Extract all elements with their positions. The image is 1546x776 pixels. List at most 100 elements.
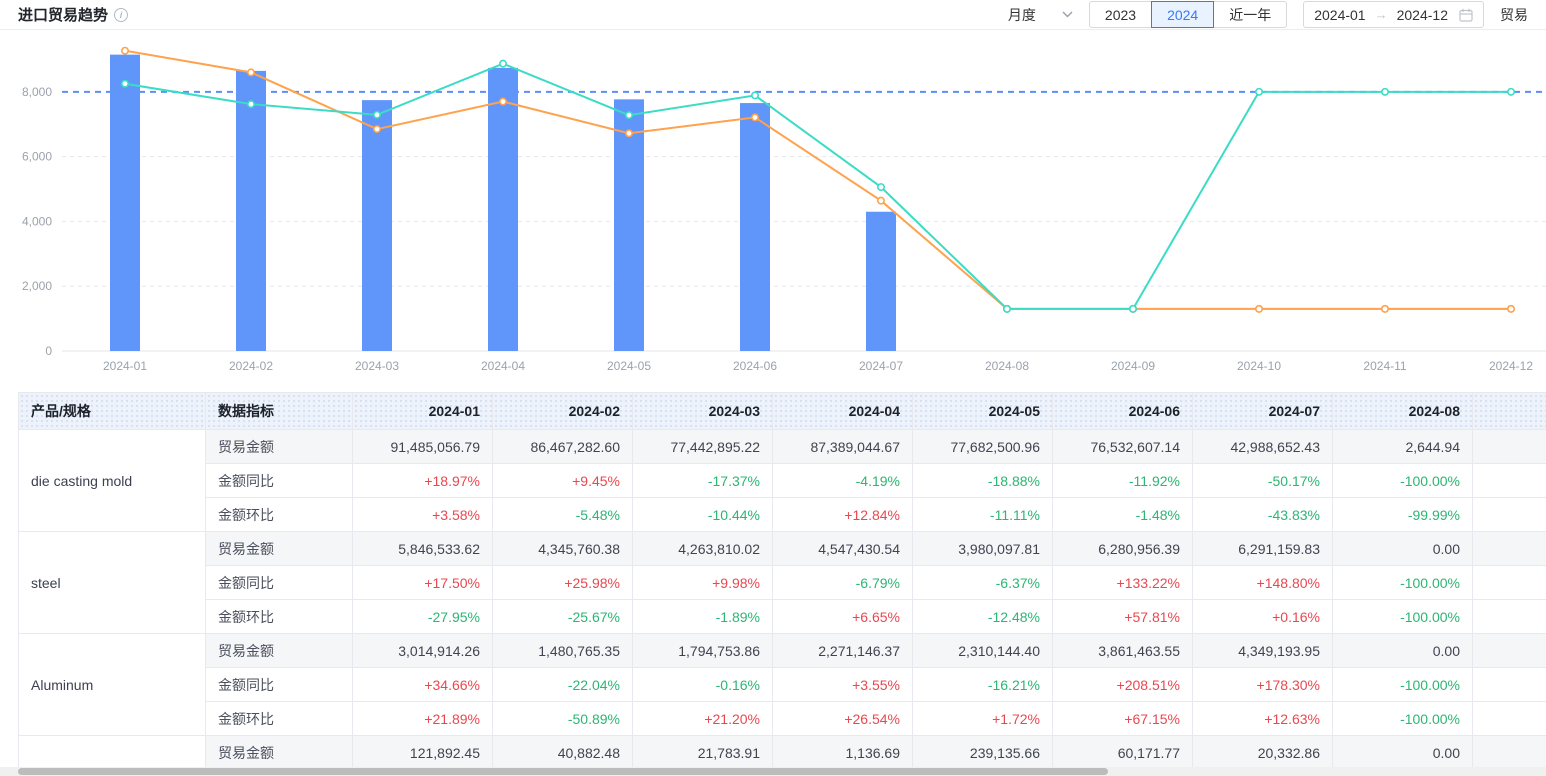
value-cell: -100.00% bbox=[1332, 667, 1473, 702]
value-cell: +6.65% bbox=[772, 599, 913, 634]
chevron-down-icon bbox=[1062, 11, 1073, 18]
column-header-2024-05: 2024-05 bbox=[912, 392, 1053, 430]
point-2024-02 bbox=[247, 100, 256, 109]
period-select[interactable]: 月度 bbox=[1008, 5, 1073, 25]
value-cell: 76,532,607.14 bbox=[1052, 429, 1193, 464]
y-axis-tick: 4,000 bbox=[22, 214, 52, 228]
indicator-cell: 贸易金额 bbox=[205, 633, 353, 668]
y-axis-tick: 8,000 bbox=[22, 85, 52, 99]
scrollbar-thumb[interactable] bbox=[18, 768, 1108, 775]
value-cell: 21,783.91 bbox=[632, 735, 773, 770]
value-cell: -50.17% bbox=[1192, 463, 1333, 498]
value-cell: 40,882.48 bbox=[492, 735, 633, 770]
bar-2024-04 bbox=[488, 67, 518, 351]
y-axis-tick: 6,000 bbox=[22, 150, 52, 164]
horizontal-scrollbar[interactable] bbox=[0, 767, 1546, 776]
spacer-cell bbox=[1472, 463, 1546, 498]
table-row: die casting mold 贸易金额 91,485,056.79 86,467,… bbox=[18, 429, 1546, 532]
line-series-2 bbox=[124, 62, 1511, 310]
value-cell: 42,988,652.43 bbox=[1192, 429, 1333, 464]
value-cell: -22.04% bbox=[492, 667, 633, 702]
x-axis-tick: 2024-11 bbox=[1363, 359, 1406, 373]
column-header-数据指标: 数据指标 bbox=[205, 392, 353, 430]
value-cell: 4,263,810.02 bbox=[632, 531, 773, 566]
spacer-cell bbox=[1472, 633, 1546, 668]
point-2024-08 bbox=[1002, 304, 1011, 313]
date-range-picker[interactable]: 2024-01 → 2024-12 bbox=[1303, 1, 1484, 28]
value-cell: +1.72% bbox=[912, 701, 1053, 736]
year-button-近一年[interactable]: 近一年 bbox=[1213, 1, 1288, 28]
value-cell: +9.98% bbox=[632, 565, 773, 600]
value-cell: 2,271,146.37 bbox=[772, 633, 913, 668]
value-cell: -6.79% bbox=[772, 565, 913, 600]
indicator-cell: 金额同比 bbox=[205, 667, 353, 702]
value-cell: 3,980,097.81 bbox=[912, 531, 1053, 566]
column-header-2024-04: 2024-04 bbox=[772, 392, 913, 430]
value-cell: -16.21% bbox=[912, 667, 1053, 702]
x-axis-tick: 2024-02 bbox=[229, 359, 273, 373]
point-2024-03 bbox=[372, 110, 381, 119]
value-cell: +67.15% bbox=[1052, 701, 1193, 736]
value-cell: 60,171.77 bbox=[1052, 735, 1193, 770]
table-row: 金额环比 +3.58% -5.48% -10.44% +12.84% -11.11% -1.… bbox=[19, 497, 1546, 532]
x-axis-tick: 2024-10 bbox=[1237, 359, 1281, 373]
year-button-2023[interactable]: 2023 bbox=[1088, 1, 1153, 28]
value-cell: 0.00 bbox=[1332, 531, 1473, 566]
point-2024-01 bbox=[121, 46, 130, 55]
x-axis-tick: 2024-04 bbox=[481, 359, 525, 373]
point-2024-11 bbox=[1381, 87, 1390, 96]
product-name-cell: die casting mold bbox=[18, 429, 206, 532]
value-cell: 0.00 bbox=[1332, 633, 1473, 668]
arrow-right-icon: → bbox=[1374, 7, 1388, 22]
value-cell: -100.00% bbox=[1332, 701, 1473, 736]
bar-2024-06 bbox=[740, 103, 770, 352]
line-series-1 bbox=[124, 49, 1511, 310]
spacer-cell bbox=[1472, 735, 1546, 770]
value-cell: +17.50% bbox=[352, 565, 493, 600]
value-cell: 1,480,765.35 bbox=[492, 633, 633, 668]
value-cell: 5,846,533.62 bbox=[352, 531, 493, 566]
value-cell: 91,485,056.79 bbox=[352, 429, 493, 464]
value-cell: -10.44% bbox=[632, 497, 773, 532]
value-cell: +25.98% bbox=[492, 565, 633, 600]
bar-2024-02 bbox=[236, 70, 266, 352]
value-cell: +3.55% bbox=[772, 667, 913, 702]
info-icon[interactable]: i bbox=[114, 7, 129, 22]
value-cell: +148.80% bbox=[1192, 565, 1333, 600]
panel-header: 进口贸易趋势 i 月度 2023 2024 近一年 2024-01 → 2024-1… bbox=[0, 0, 1546, 30]
year-button-2024[interactable]: 2024 bbox=[1151, 1, 1215, 28]
table-row: steel 贸易金额 5,846,533.62 4,345,760.38 4,263,8… bbox=[18, 531, 1546, 634]
value-cell: 87,389,044.67 bbox=[772, 429, 913, 464]
point-2024-10 bbox=[1255, 304, 1264, 313]
chart-canvas[interactable]: 0 2,000 4,000 6,000 8,000 2024-01 2024-02 2024-… bbox=[0, 30, 1546, 382]
value-cell: +57.81% bbox=[1052, 599, 1193, 634]
indicator-cell: 金额同比 bbox=[205, 463, 353, 498]
value-cell: 86,467,282.60 bbox=[492, 429, 633, 464]
value-cell: 4,349,193.95 bbox=[1192, 633, 1333, 668]
value-cell: +178.30% bbox=[1192, 667, 1333, 702]
x-axis-tick: 2024-03 bbox=[355, 359, 399, 373]
value-cell: -100.00% bbox=[1332, 463, 1473, 498]
value-cell: -1.48% bbox=[1052, 497, 1193, 532]
value-cell: -12.48% bbox=[912, 599, 1053, 634]
column-header-2024-07: 2024-07 bbox=[1192, 392, 1333, 430]
indicator-cell: 金额同比 bbox=[205, 565, 353, 600]
table-row: 金额同比 +17.50% +25.98% +9.98% -6.79% -6.37% +133… bbox=[19, 565, 1546, 600]
value-cell: 121,892.45 bbox=[352, 735, 493, 770]
point-2024-05 bbox=[624, 111, 633, 120]
column-header-spacer bbox=[1472, 392, 1546, 430]
trend-chart[interactable]: 0 2,000 4,000 6,000 8,000 2024-01 2024-02 2024-… bbox=[0, 30, 1546, 382]
bar-2024-05 bbox=[614, 99, 644, 351]
point-2024-05 bbox=[624, 129, 633, 138]
point-2024-03 bbox=[372, 125, 381, 134]
column-header-2024-01: 2024-01 bbox=[352, 392, 493, 430]
indicator-cell: 贸易金额 bbox=[205, 735, 353, 770]
spacer-cell bbox=[1472, 497, 1546, 532]
value-cell: 6,291,159.83 bbox=[1192, 531, 1333, 566]
point-2024-04 bbox=[498, 97, 507, 106]
value-cell: +12.84% bbox=[772, 497, 913, 532]
y-axis-tick: 0 bbox=[45, 344, 52, 358]
x-axis-tick: 2024-08 bbox=[985, 359, 1029, 373]
point-2024-10 bbox=[1255, 87, 1264, 96]
